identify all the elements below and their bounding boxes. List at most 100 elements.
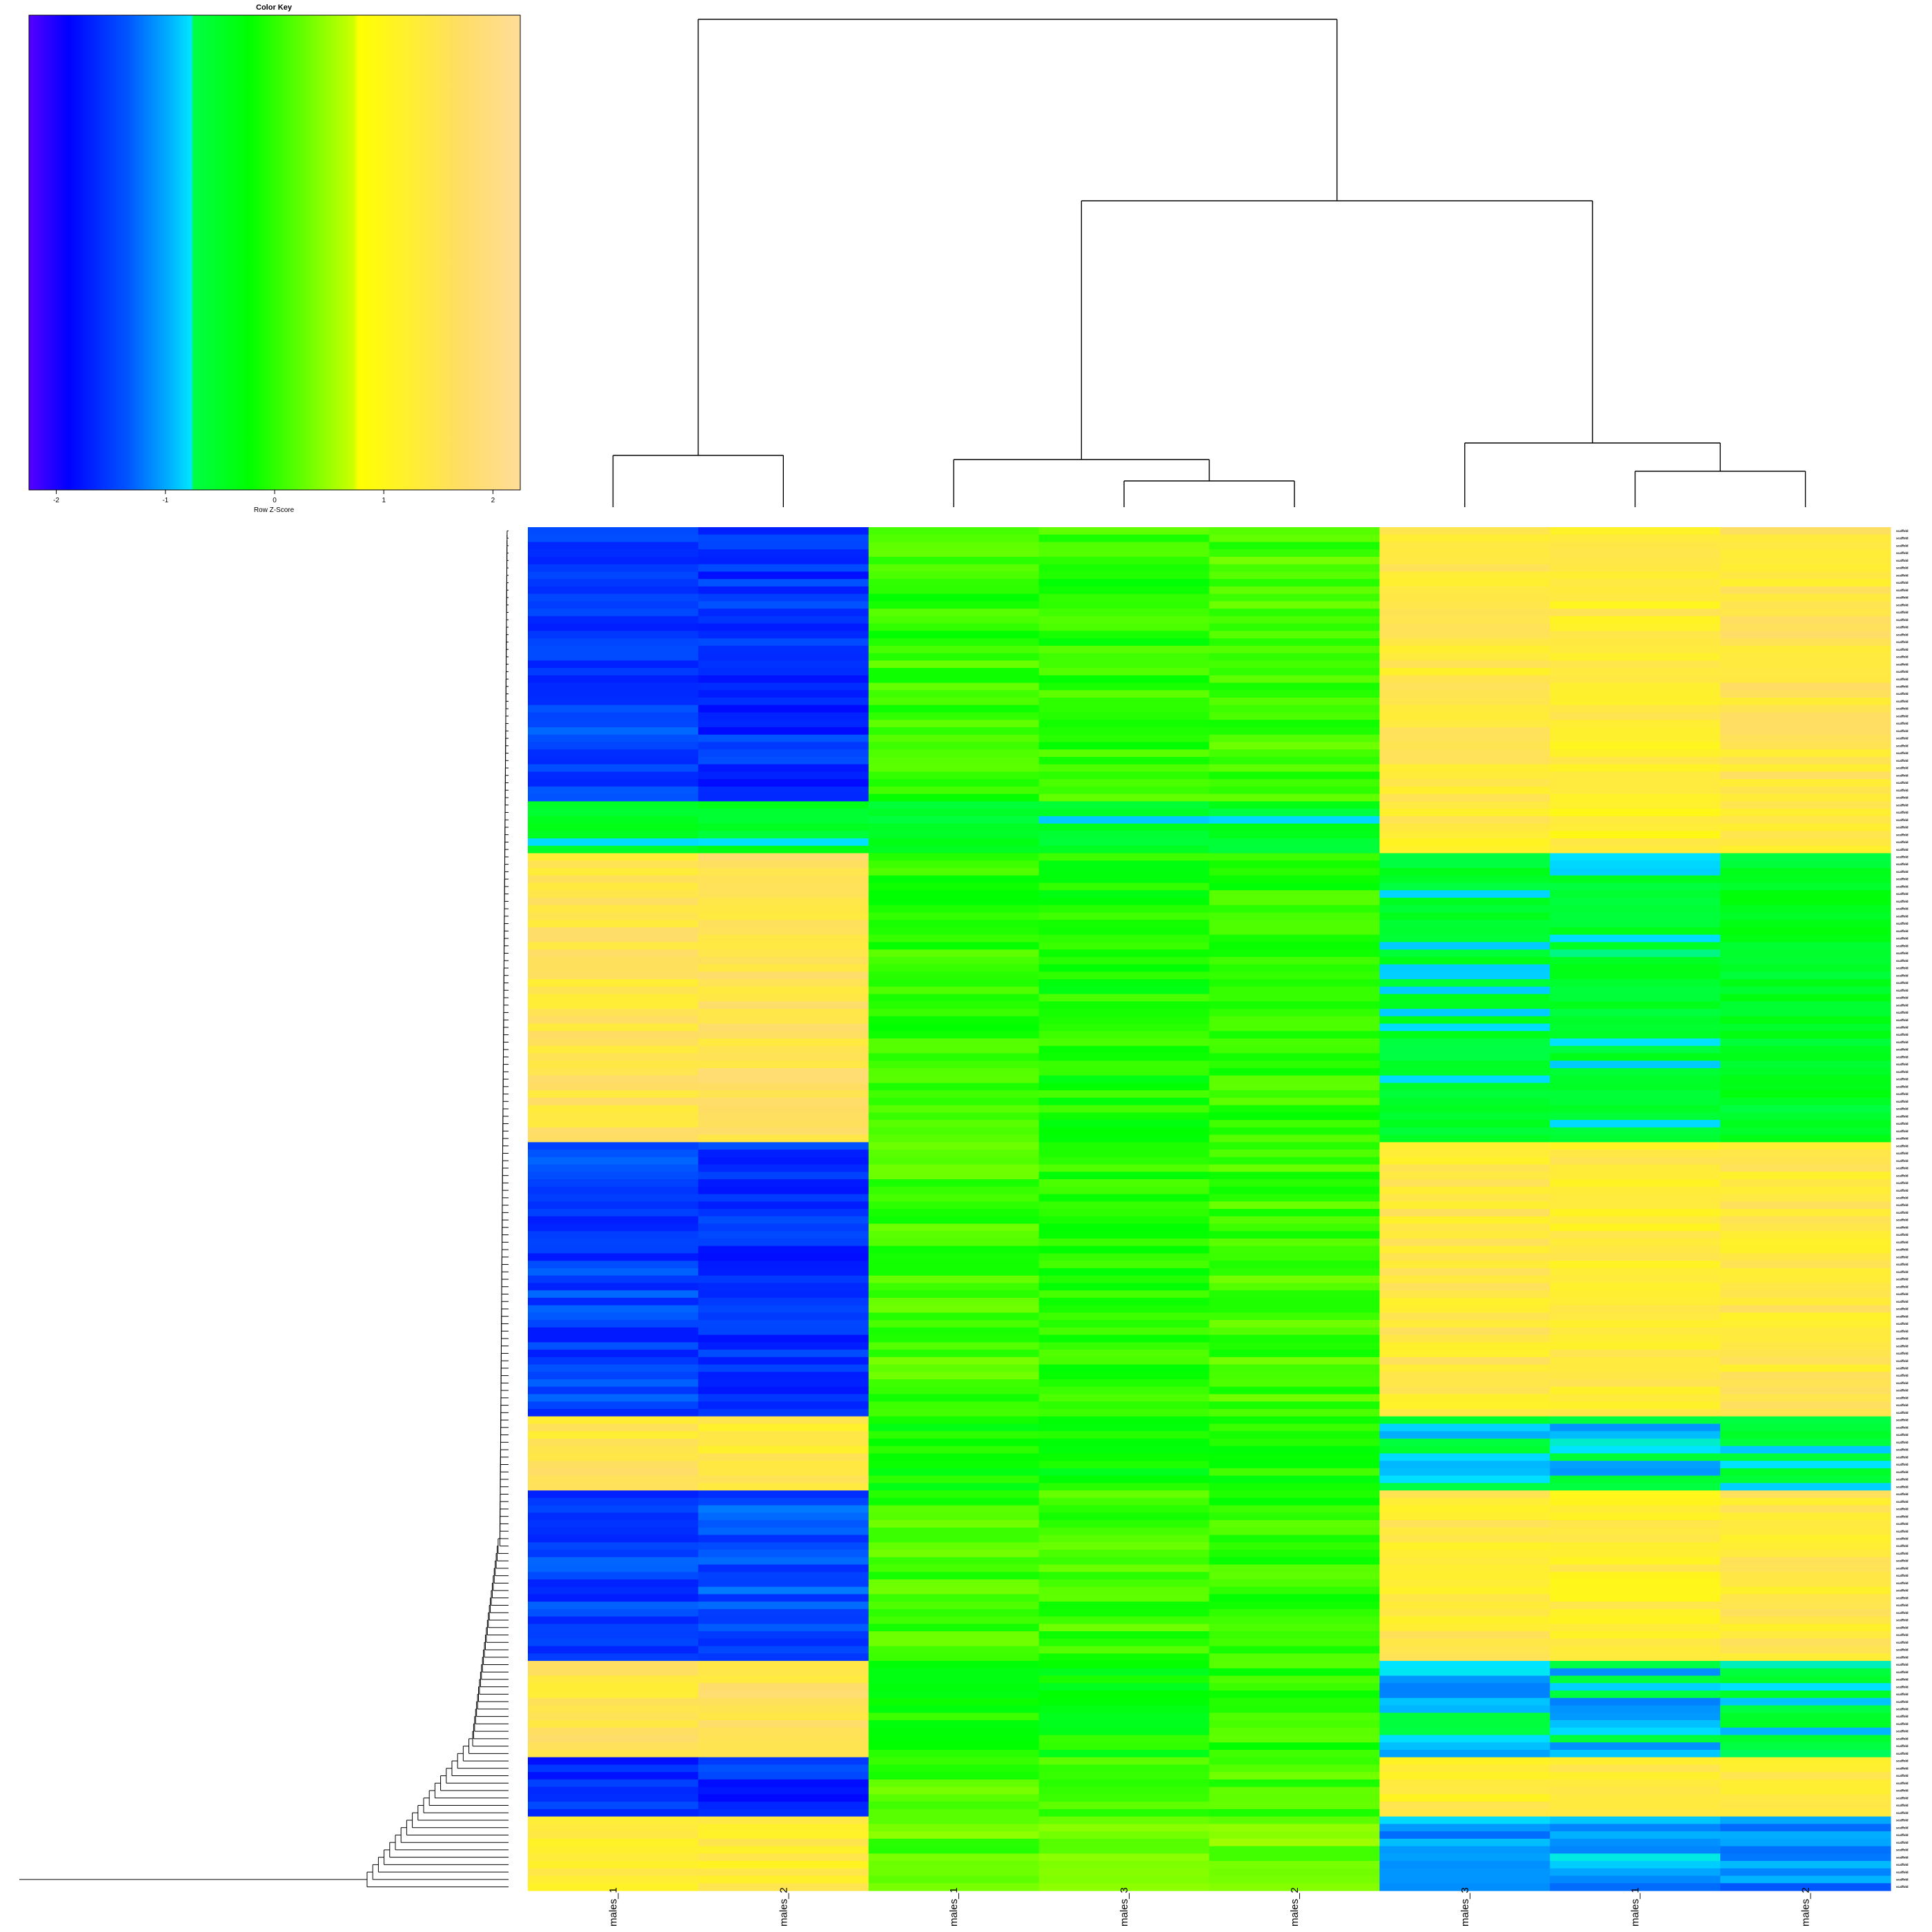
heatmap-cell	[528, 1742, 699, 1751]
heatmap-cell	[1720, 1364, 1891, 1372]
heatmap-cell	[1720, 1802, 1891, 1810]
heatmap-cell	[698, 1112, 869, 1121]
heatmap-cell	[1720, 1772, 1891, 1780]
heatmap-cell	[1209, 1105, 1380, 1113]
heatmap-cell	[1038, 1475, 1210, 1483]
color-key-tick-label: -2	[53, 497, 59, 504]
heatmap-cell	[1550, 1223, 1721, 1232]
heatmap-cell	[1379, 1438, 1550, 1447]
heatmap-cell	[698, 979, 869, 987]
row-label: scaffold	[1896, 707, 1909, 711]
heatmap-cell	[1720, 1283, 1891, 1291]
heatmap-cell	[698, 653, 869, 661]
heatmap-cell	[868, 1608, 1040, 1617]
heatmap-cell	[1720, 1253, 1891, 1261]
heatmap-cell	[1720, 1067, 1891, 1076]
heatmap-cell	[1550, 838, 1721, 847]
heatmap-cell	[1550, 764, 1721, 772]
heatmap-cell	[528, 920, 699, 928]
column-labels: males_1 males_2 males_1 males_3 males_2 males…	[607, 1887, 1811, 1926]
heatmap-cell	[1550, 1713, 1721, 1721]
heatmap-cell	[1209, 831, 1380, 839]
heatmap-cell	[1720, 912, 1891, 920]
row-label: scaffold	[1896, 818, 1909, 822]
heatmap-cell	[1379, 1490, 1550, 1499]
heatmap-cell	[698, 1209, 869, 1217]
heatmap-cell	[1209, 1023, 1380, 1032]
heatmap-cell	[868, 1016, 1040, 1025]
heatmap-cell	[1550, 1727, 1721, 1736]
heatmap-cell	[698, 1861, 869, 1869]
heatmap-cell	[528, 1690, 699, 1699]
heatmap-cell	[1550, 1194, 1721, 1202]
row-label: scaffold	[1896, 989, 1909, 992]
heatmap-cell	[698, 1075, 869, 1084]
heatmap-cell	[1720, 1631, 1891, 1639]
heatmap-cell	[528, 1520, 699, 1528]
heatmap-cell	[1038, 1512, 1210, 1521]
heatmap-cell	[1038, 1653, 1210, 1662]
heatmap-cell	[1038, 1009, 1210, 1017]
heatmap-cell	[868, 956, 1040, 965]
heatmap-cell	[1209, 1453, 1380, 1461]
heatmap-cell	[1379, 793, 1550, 802]
heatmap-cell	[868, 920, 1040, 928]
heatmap-cell	[1209, 897, 1380, 906]
heatmap-cell	[868, 1853, 1040, 1862]
heatmap-cell	[1720, 1816, 1891, 1824]
heatmap-cell	[868, 1075, 1040, 1084]
heatmap-cell	[868, 756, 1040, 765]
row-label: scaffold	[1896, 1574, 1909, 1577]
heatmap-cell	[1550, 1075, 1721, 1084]
heatmap-cell	[868, 905, 1040, 914]
heatmap-cell	[1038, 793, 1210, 802]
heatmap-cell	[1209, 1490, 1380, 1499]
heatmap-cell	[1209, 1446, 1380, 1454]
heatmap-cell	[1038, 1090, 1210, 1098]
heatmap-cell	[698, 549, 869, 558]
heatmap-cell	[868, 1061, 1040, 1069]
heatmap-cell	[1720, 720, 1891, 728]
heatmap-cell	[1550, 1808, 1721, 1817]
heatmap-cell	[868, 1557, 1040, 1566]
heatmap-cell	[1038, 1134, 1210, 1143]
heatmap-cell	[1379, 1824, 1550, 1832]
heatmap-cell	[868, 1038, 1040, 1047]
heatmap-cell	[1038, 1616, 1210, 1624]
heatmap-cell	[1209, 1164, 1380, 1172]
heatmap-cell	[528, 1535, 699, 1543]
heatmap-cell	[1550, 1120, 1721, 1128]
heatmap-cell	[1550, 831, 1721, 839]
heatmap-cell	[1550, 1083, 1721, 1091]
heatmap-cell	[1550, 1305, 1721, 1313]
heatmap-cell	[1720, 1846, 1891, 1854]
heatmap-cell	[528, 615, 699, 624]
heatmap-cell	[698, 1372, 869, 1380]
heatmap-cell	[868, 682, 1040, 691]
heatmap-cell	[1209, 779, 1380, 787]
heatmap-cell	[1379, 1423, 1550, 1432]
heatmap-cell	[1550, 653, 1721, 661]
heatmap-cell	[1379, 645, 1550, 654]
heatmap-cell	[1379, 1757, 1550, 1766]
heatmap-cell	[528, 1201, 699, 1210]
heatmap-cell	[1720, 853, 1891, 861]
heatmap-cell	[1038, 1261, 1210, 1269]
heatmap-cell	[1209, 1394, 1380, 1402]
heatmap-cell	[528, 601, 699, 609]
heatmap-cell	[1720, 1461, 1891, 1469]
heatmap-cell	[1720, 1697, 1891, 1706]
heatmap-cell	[1038, 1423, 1210, 1432]
row-label: scaffold	[1896, 1611, 1909, 1615]
heatmap-cell	[1379, 779, 1550, 787]
heatmap-cell	[1209, 690, 1380, 698]
heatmap-cell	[698, 1179, 869, 1187]
heatmap-cell	[1720, 949, 1891, 958]
heatmap-cell	[1550, 1861, 1721, 1869]
heatmap-cell	[1720, 1031, 1891, 1039]
heatmap-cell	[1550, 534, 1721, 543]
heatmap-cell	[698, 897, 869, 906]
row-label: scaffold	[1896, 1522, 1909, 1526]
heatmap-cell	[698, 1720, 869, 1728]
heatmap-cell	[1720, 1557, 1891, 1566]
